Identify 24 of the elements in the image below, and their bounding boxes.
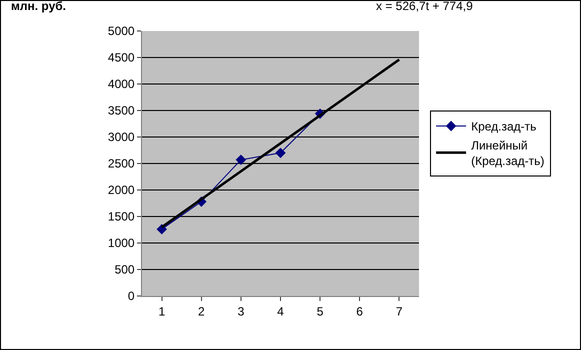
point [275,148,286,158]
x-tick-label: 7 [396,304,403,318]
y-tick-label: 3500 [108,104,135,118]
x-tick-label: 5 [316,304,324,318]
y-tick-label: 0 [128,289,135,304]
y-tick-label: 2000 [108,183,135,198]
y-tick-label: 500 [114,262,135,277]
y-tick-label: 2500 [108,156,135,171]
y-tick-label: 1500 [108,210,135,224]
legend-label: Линейный (Кред.зад-ть) [471,138,544,168]
text: x = 526,7t + 774,9 [376,0,474,13]
y-axis-title: млн. руб. [11,0,66,13]
x-tick-label: 6 [356,304,364,318]
x-tick-label: 1 [158,304,166,318]
y-tick-label: 5000 [108,24,135,38]
y-tick-label: 1000 [108,236,135,250]
y-tick-label: 4500 [108,50,135,65]
x-tick-label: 4 [277,304,284,318]
legend-label: Кред.зад-ть [471,120,536,134]
y-tick-label: 3000 [108,130,135,144]
y-tick-label: 4000 [108,77,135,92]
point [236,154,246,165]
x-tick-label: 3 [238,304,245,318]
x-tick-label: 2 [198,304,206,318]
